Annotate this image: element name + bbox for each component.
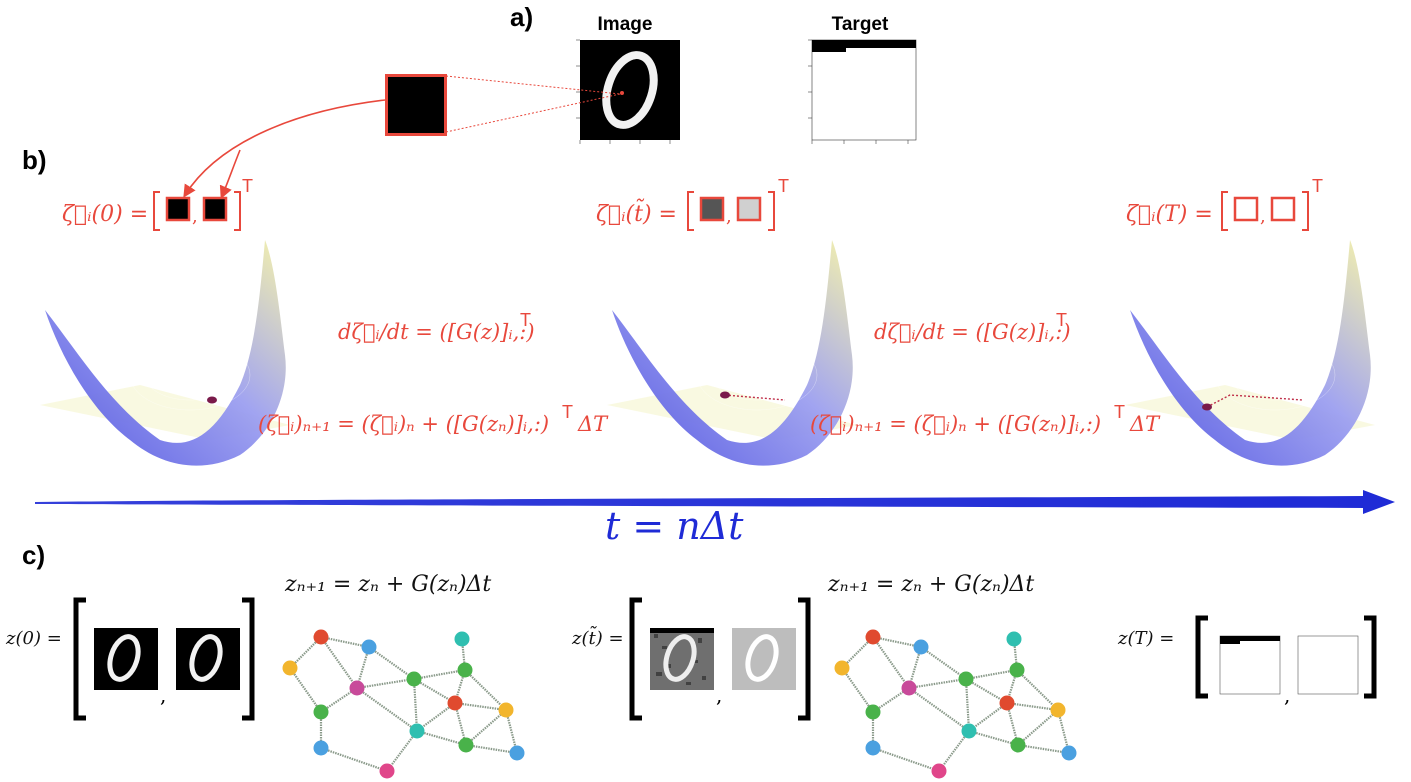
zeta-t-label: ζ⃗ᵢ(t̃) =	[596, 202, 677, 227]
graph-network-2	[834, 629, 1077, 779]
svg-text:,: ,	[160, 683, 166, 707]
graph-network-1	[282, 629, 525, 779]
zT-vector: ,	[1195, 615, 1377, 707]
zt-vector: ,	[629, 597, 811, 721]
zoomed-pixel	[385, 74, 447, 136]
zeta-T-vector: ,	[1221, 191, 1309, 231]
svg-text:,: ,	[716, 683, 722, 707]
image-title: Image	[597, 14, 653, 35]
z0-label: z(0) =	[6, 628, 62, 649]
mnist-image	[576, 39, 680, 144]
time-label: t = nΔt	[605, 504, 744, 548]
zT-label: z(T) =	[1118, 628, 1175, 649]
zeta-0-label: ζ⃗ᵢ(0) =	[62, 202, 149, 227]
z0-vector: ,	[73, 597, 255, 721]
panel-label-c: c)	[22, 540, 46, 570]
target-image	[808, 39, 917, 144]
ode-transpose-1: T	[520, 310, 531, 330]
delta-T-1: ΔT	[578, 412, 608, 436]
euler-transpose-2: T	[1114, 402, 1125, 422]
z-update-2: zₙ₊₁ = zₙ + G(zₙ)Δt	[828, 572, 1035, 597]
delta-T-2: ΔT	[1130, 412, 1160, 436]
target-title: Target	[831, 14, 889, 35]
energy-surface-3	[1125, 240, 1375, 466]
svg-text:,: ,	[1284, 683, 1290, 707]
svg-text:,: ,	[1260, 206, 1266, 227]
svg-text:,: ,	[192, 206, 198, 227]
transpose-T: T	[1312, 176, 1323, 196]
euler-update-1: (ζ⃗ᵢ)ₙ₊₁ = (ζ⃗ᵢ)ₙ + ([G(zₙ)]ᵢ,:)	[258, 412, 550, 436]
transpose-0: T	[242, 176, 253, 196]
zt-label: z(t̃) =	[572, 628, 624, 649]
transpose-t: T	[778, 176, 789, 196]
zeta-t-vector: ,	[687, 191, 775, 231]
euler-update-2: (ζ⃗ᵢ)ₙ₊₁ = (ζ⃗ᵢ)ₙ + ([G(zₙ)]ᵢ,:)	[810, 412, 1102, 436]
ode-equation-1: dζ⃗ᵢ/dt = ([G(z)]ᵢ,:)	[338, 320, 535, 344]
ode-transpose-2: T	[1056, 310, 1067, 330]
energy-surface-1	[40, 240, 290, 466]
panel-label-a: a)	[510, 2, 534, 32]
zeta-0-vector: ,	[153, 191, 241, 231]
time-arrow	[35, 490, 1395, 514]
ode-equation-2: dζ⃗ᵢ/dt = ([G(z)]ᵢ,:)	[874, 320, 1071, 344]
zeta-T-label: ζ⃗ᵢ(T) =	[1126, 202, 1213, 227]
energy-surface-2	[607, 240, 857, 466]
z-update-1: zₙ₊₁ = zₙ + G(zₙ)Δt	[285, 572, 492, 597]
svg-text:,: ,	[726, 206, 732, 227]
euler-transpose-1: T	[562, 402, 573, 422]
panel-label-b: b)	[22, 145, 47, 175]
